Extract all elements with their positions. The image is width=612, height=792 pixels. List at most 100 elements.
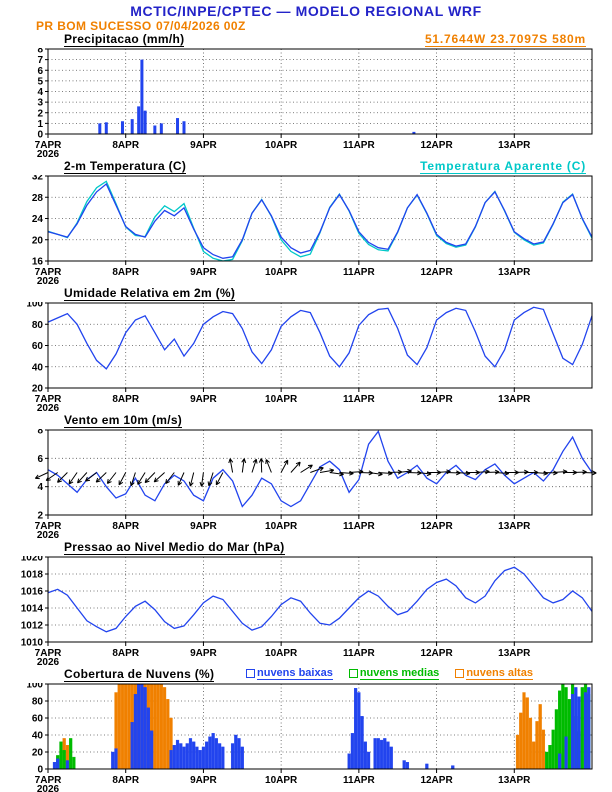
svg-text:12APR: 12APR bbox=[420, 394, 453, 405]
svg-text:1020: 1020 bbox=[21, 556, 44, 564]
run-datetime: 07/04/2026 00Z bbox=[156, 19, 246, 33]
low-clouds-swatch-icon bbox=[246, 669, 255, 678]
svg-text:4: 4 bbox=[37, 482, 43, 493]
panel-temperature-title: 2-m Temperatura (C) bbox=[64, 159, 187, 174]
panel-clouds-head: Cobertura de Nuvens (%) nuvens baixas nu… bbox=[0, 665, 612, 683]
panel-pressure-head: Pressao ao Nivel Medio do Mar (hPa) bbox=[0, 538, 612, 556]
svg-text:2: 2 bbox=[37, 108, 43, 119]
svg-text:100: 100 bbox=[26, 683, 43, 691]
svg-text:7APR: 7APR bbox=[35, 394, 62, 405]
svg-text:2026: 2026 bbox=[37, 530, 60, 538]
svg-text:11APR: 11APR bbox=[343, 394, 375, 405]
svg-text:11APR: 11APR bbox=[343, 521, 375, 532]
panel-wind: Vento em 10m (m/s) 7APR 2026 8APR 9APR 10APR… bbox=[0, 411, 612, 538]
svg-text:10APR: 10APR bbox=[265, 648, 298, 659]
svg-text:9APR: 9APR bbox=[190, 140, 217, 151]
svg-text:8APR: 8APR bbox=[112, 775, 139, 786]
svg-text:2026: 2026 bbox=[37, 657, 60, 665]
svg-text:8APR: 8APR bbox=[112, 648, 139, 659]
svg-text:12APR: 12APR bbox=[420, 267, 453, 278]
svg-text:24: 24 bbox=[32, 214, 44, 225]
svg-text:80: 80 bbox=[32, 320, 44, 331]
svg-text:7APR: 7APR bbox=[35, 775, 62, 786]
svg-text:13APR: 13APR bbox=[498, 394, 531, 405]
svg-text:7APR: 7APR bbox=[35, 267, 62, 278]
svg-text:11APR: 11APR bbox=[343, 267, 375, 278]
svg-text:2026: 2026 bbox=[37, 276, 60, 284]
mid-clouds-label: nuvens medias bbox=[359, 667, 440, 680]
svg-text:2: 2 bbox=[37, 511, 43, 522]
svg-text:12APR: 12APR bbox=[420, 521, 453, 532]
svg-text:10APR: 10APR bbox=[265, 394, 298, 405]
panel-wind-title: Vento em 10m (m/s) bbox=[64, 413, 183, 428]
svg-text:16: 16 bbox=[32, 257, 44, 268]
svg-text:20: 20 bbox=[32, 384, 44, 395]
svg-text:6: 6 bbox=[37, 66, 43, 77]
svg-text:13APR: 13APR bbox=[498, 267, 531, 278]
panel-clouds-title: Cobertura de Nuvens (%) bbox=[64, 667, 215, 682]
svg-text:7APR: 7APR bbox=[35, 521, 62, 532]
model-title: MCTIC/INPE/CPTEC — MODELO REGIONAL WRF bbox=[130, 3, 482, 19]
svg-text:7APR: 7APR bbox=[35, 648, 62, 659]
svg-text:1012: 1012 bbox=[21, 621, 44, 632]
svg-text:11APR: 11APR bbox=[343, 775, 375, 786]
legend-item-high-clouds: nuvens altas bbox=[455, 667, 533, 680]
svg-text:12APR: 12APR bbox=[420, 140, 453, 151]
panel-temperature: 2-m Temperatura (C) Temperatura Aparente… bbox=[0, 157, 612, 284]
svg-text:80: 80 bbox=[32, 697, 44, 708]
svg-text:60: 60 bbox=[32, 341, 44, 352]
svg-text:13APR: 13APR bbox=[498, 521, 531, 532]
svg-text:8: 8 bbox=[37, 429, 43, 437]
svg-text:6: 6 bbox=[37, 454, 43, 465]
mid-clouds-swatch-icon bbox=[348, 669, 358, 678]
panel-humidity-head: Umidade Relativa em 2m (%) bbox=[0, 284, 612, 302]
svg-text:3: 3 bbox=[37, 98, 43, 109]
svg-text:40: 40 bbox=[32, 362, 44, 373]
clouds-legend: nuvens baixas nuvens medias nuvens altas bbox=[246, 667, 533, 680]
header-subtitle: PR BOM SUCESSO 07/04/2026 00Z bbox=[0, 19, 612, 33]
svg-text:9APR: 9APR bbox=[190, 521, 217, 532]
legend-item-low-clouds: nuvens baixas bbox=[246, 667, 333, 680]
panel-clouds: Cobertura de Nuvens (%) nuvens baixas nu… bbox=[0, 665, 612, 792]
panel-pressure: Pressao ao Nivel Medio do Mar (hPa) 7APR… bbox=[0, 538, 612, 665]
panel-humidity: Umidade Relativa em 2m (%) 7APR 2026 8APR 9… bbox=[0, 284, 612, 411]
svg-text:9APR: 9APR bbox=[190, 648, 217, 659]
station-coordinates: 51.7644W 23.7097S 580m bbox=[424, 32, 586, 47]
svg-text:11APR: 11APR bbox=[343, 648, 375, 659]
svg-text:28: 28 bbox=[32, 193, 44, 204]
svg-text:9APR: 9APR bbox=[190, 775, 217, 786]
svg-text:4: 4 bbox=[37, 87, 43, 98]
svg-text:10APR: 10APR bbox=[265, 140, 298, 151]
svg-text:7APR: 7APR bbox=[35, 140, 62, 151]
panel-wind-head: Vento em 10m (m/s) bbox=[0, 411, 612, 429]
panel-pressure-title: Pressao ao Nivel Medio do Mar (hPa) bbox=[64, 540, 285, 555]
svg-text:40: 40 bbox=[32, 731, 44, 742]
svg-text:60: 60 bbox=[32, 714, 44, 725]
svg-text:20: 20 bbox=[32, 748, 44, 759]
high-clouds-swatch-icon bbox=[455, 669, 465, 678]
svg-text:8APR: 8APR bbox=[112, 267, 139, 278]
svg-text:10APR: 10APR bbox=[265, 775, 298, 786]
svg-text:2026: 2026 bbox=[37, 149, 60, 157]
panel-precipitation-head: Precipitacao (mm/h) 51.7644W 23.7097S 58… bbox=[0, 30, 612, 48]
station-name: PR BOM SUCESSO bbox=[36, 19, 152, 33]
svg-text:9APR: 9APR bbox=[190, 267, 217, 278]
svg-text:1014: 1014 bbox=[21, 604, 44, 615]
low-clouds-label: nuvens baixas bbox=[257, 667, 333, 680]
svg-text:2026: 2026 bbox=[37, 784, 60, 792]
svg-text:1: 1 bbox=[37, 119, 43, 130]
svg-text:1010: 1010 bbox=[21, 638, 44, 649]
svg-text:8APR: 8APR bbox=[112, 394, 139, 405]
svg-text:20: 20 bbox=[32, 235, 44, 246]
svg-text:5: 5 bbox=[37, 76, 43, 87]
svg-text:8: 8 bbox=[37, 48, 43, 56]
svg-text:2026: 2026 bbox=[37, 403, 60, 411]
svg-text:12APR: 12APR bbox=[420, 775, 453, 786]
